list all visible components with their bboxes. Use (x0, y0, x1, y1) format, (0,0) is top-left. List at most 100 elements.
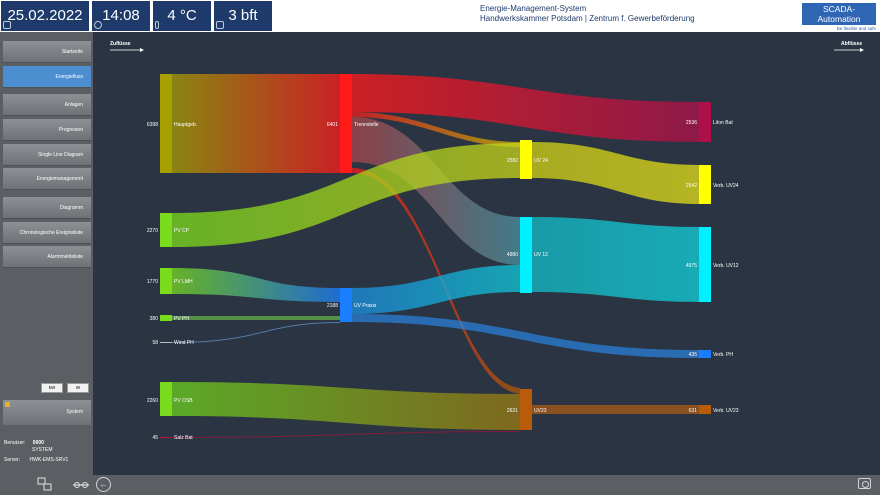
node-pv-ph[interactable] (160, 315, 172, 321)
link-uvpraxis-verbph (352, 314, 699, 358)
value-liion-bat: 2536 (686, 120, 697, 126)
connection-icon[interactable] (72, 480, 90, 490)
value-pv-lmh: 1770 (147, 279, 158, 285)
sidebar-item-energiefluss[interactable]: Energiefluss (3, 66, 91, 88)
link-pvcp-uv24 (172, 143, 520, 247)
name-uv12: UV 12 (534, 252, 548, 258)
app-title: Energie-Management-System Handwerkskamme… (480, 4, 695, 24)
node-pv-cp[interactable] (160, 213, 172, 247)
company-logo: SCADA-Automation Be flexible and safe (802, 3, 876, 31)
time-tile: 14:08 (92, 1, 150, 31)
link-uv12-verbuv12 (532, 217, 699, 302)
wind-value: 3 bft (228, 7, 258, 24)
logo-slogan: Be flexible and safe (836, 26, 876, 31)
sidebar-item-single-line-diagram[interactable]: Single Line Diagram (3, 144, 91, 166)
link-uv24-verbuv24 (532, 142, 699, 204)
sidebar: Startseite Energiefluss Anlagen Prognose… (0, 32, 93, 475)
name-verb-uv23: Verb. UV23 (713, 408, 739, 414)
name-uv-praxis: UV Praxis (354, 303, 377, 309)
value-verb-ph: 435 (689, 352, 698, 358)
node-verb-ph[interactable] (699, 350, 711, 358)
user-name: SYSTEM (32, 447, 53, 453)
logo-text: SCADA-Automation (802, 3, 876, 25)
network-icon[interactable] (37, 477, 53, 492)
user-label: Benutzer: (4, 440, 26, 446)
node-trennstelle[interactable] (340, 74, 352, 173)
sidebar-item-energiemanagement[interactable]: Energiemanagement (3, 168, 91, 190)
server-row: Server: HWK-EMS-SRV1 (4, 457, 68, 463)
node-pv-lmh[interactable] (160, 268, 172, 294)
link-trennstelle-uv24 (352, 112, 520, 147)
thermometer-icon (155, 21, 159, 29)
clock-icon (94, 21, 102, 29)
node-pv-osb[interactable] (160, 382, 172, 416)
sankey-svg: Zuflüsse Abflüsse (110, 41, 864, 441)
sidebar-item-diagramm[interactable]: Diagramm (3, 197, 91, 219)
calendar-icon (3, 21, 11, 29)
time-value: 14:08 (102, 7, 140, 24)
node-uv-praxis[interactable] (340, 288, 352, 322)
sidebar-item-prognosen[interactable]: Prognosen (3, 119, 91, 141)
node-verb-uv24[interactable] (699, 165, 711, 204)
user-id: 0000 (32, 440, 44, 446)
value-wind-ph: 58 (152, 340, 158, 346)
name-liion-bat: LiIon Bat (713, 120, 733, 126)
value-salz-bat: 45 (152, 435, 158, 441)
link-trennstelle-liion (352, 74, 699, 142)
wind-flag-icon (216, 21, 224, 29)
node-uv23[interactable] (520, 389, 532, 430)
camera-icon[interactable] (858, 478, 871, 489)
sidebar-item-chronologische-ereignisliste[interactable]: Chronologische Ereignisliste (3, 222, 91, 244)
node-verb-uv12[interactable] (699, 227, 711, 302)
date-value: 25.02.2022 (7, 7, 83, 24)
inflow-label: Zuflüsse (110, 41, 131, 47)
energy-flow-diagram: Zuflüsse Abflüsse (93, 32, 880, 475)
sidebar-item-startseite[interactable]: Startseite (3, 41, 91, 63)
link-hauptgeb-trennstelle (171, 74, 340, 173)
name-pv-cp: PV CP (174, 228, 190, 234)
link-pvosb-uv23 (172, 382, 520, 430)
name-verb-uv24: Verb. UV24 (713, 183, 739, 189)
title-line-2: Handwerkskammer Potsdam | Zentrum f. Gew… (480, 14, 695, 23)
outflow-label: Abflüsse (841, 41, 862, 47)
value-uv-praxis: 2188 (327, 303, 338, 309)
node-uv12[interactable] (520, 217, 532, 293)
value-pv-ph: 380 (150, 316, 159, 322)
sidebar-item-alarmmeldeliste[interactable]: Alarmmeldeliste (3, 246, 91, 268)
value-verb-uv24: 2542 (686, 183, 697, 189)
value-verb-uv23: 631 (689, 408, 698, 414)
unit-w-button[interactable]: W (67, 383, 89, 393)
sidebar-item-anlagen[interactable]: Anlagen (3, 94, 91, 116)
name-verb-ph: Verb. PH (713, 352, 733, 358)
system-button[interactable]: System (3, 400, 91, 425)
name-uv24: UV 24 (534, 158, 548, 164)
node-verb-uv23[interactable] (699, 405, 711, 414)
value-verb-uv12: 4975 (686, 263, 697, 269)
node-wind-ph[interactable] (160, 342, 172, 343)
link-uvpraxis-uv12 (352, 265, 520, 314)
unit-kw-button[interactable]: kW (41, 383, 63, 393)
node-salz-bat[interactable] (160, 437, 172, 438)
value-uv23: 2631 (507, 408, 518, 414)
top-bar: 25.02.2022 14:08 4 °C 3 bft Energie-Mana… (0, 0, 880, 32)
value-trennstelle: 6401 (327, 122, 338, 128)
value-hauptgeb: 6398 (147, 122, 158, 128)
link-salzbat-uv23 (172, 431, 520, 438)
link-windph-uvpraxis (172, 322, 340, 343)
value-pv-cp: 2270 (147, 228, 158, 234)
name-pv-ph: PV PH (174, 316, 189, 322)
wind-tile: 3 bft (214, 1, 272, 31)
link-trennstelle-uv12 (352, 117, 520, 265)
back-arrow-icon[interactable]: ← (96, 477, 111, 492)
link-pvlmh-uvpraxis (172, 268, 340, 302)
node-uv24[interactable] (520, 140, 532, 179)
user-row: Benutzer: 0000 (4, 440, 44, 446)
lock-icon (5, 402, 10, 407)
name-pv-lmh: PV LMH (174, 279, 193, 285)
value-pv-osb: 2260 (147, 398, 158, 404)
node-hauptgeb[interactable] (160, 74, 172, 173)
bottom-bar (0, 475, 880, 495)
title-line-1: Energie-Management-System (480, 4, 587, 13)
node-liion-bat[interactable] (699, 102, 711, 142)
temperature-value: 4 °C (167, 7, 197, 24)
